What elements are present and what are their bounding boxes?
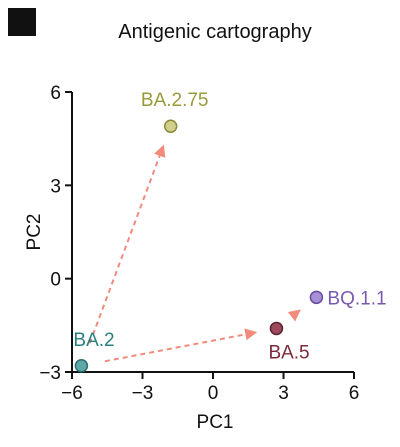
data-point [163,119,178,133]
data-point [74,359,89,373]
x-axis-label: PC1 [197,412,234,433]
x-tick-label: 6 [349,383,360,404]
x-tick-label: −3 [132,383,154,404]
panel-marker [8,8,36,36]
point-label: BA.5 [268,342,309,363]
y-axis-label: PC2 [24,214,45,251]
y-tick-label: 3 [50,176,61,197]
y-tick-label: −3 [39,363,61,384]
x-tick-label: −6 [61,383,83,404]
data-point [309,290,324,305]
shift-arrow [287,309,301,322]
point-label: BA.2 [73,330,114,351]
x-tick-label: 3 [278,383,289,404]
shift-arrow [88,144,166,344]
chart-title: Antigenic cartography [118,21,311,43]
data-point [269,321,284,336]
shift-arrow [104,328,258,363]
y-tick-label: 0 [50,270,61,291]
x-tick-label: 0 [208,383,219,404]
y-tick-label: 6 [50,83,61,104]
point-label: BQ.1.1 [327,288,386,309]
point-label: BA.2.75 [141,90,209,111]
